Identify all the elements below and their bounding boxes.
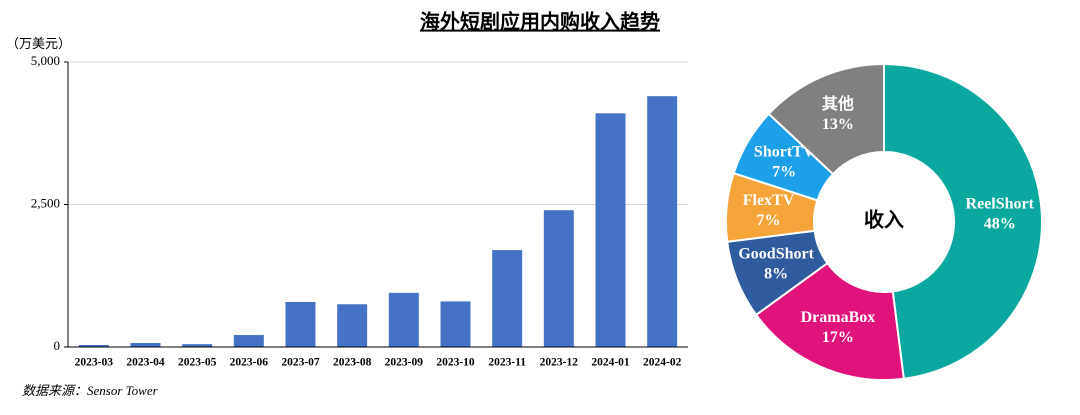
bar	[337, 304, 368, 347]
x-tick-label: 2023-09	[385, 357, 424, 369]
x-tick-label: 2023-11	[488, 357, 526, 369]
x-tick-label: 2023-10	[436, 357, 475, 369]
pie-slice	[754, 261, 905, 381]
slice-value-label: 7%	[772, 164, 796, 181]
bar	[130, 343, 161, 347]
slice-value-label: 13%	[822, 116, 854, 133]
bar	[492, 250, 523, 347]
bar	[182, 344, 213, 347]
x-tick-label: 2023-04	[126, 357, 165, 369]
x-tick-label: 2024-01	[591, 357, 630, 369]
slice-label: FlexTV	[743, 192, 795, 209]
slice-label: ReelShort	[966, 195, 1035, 212]
y-tick-label: 0	[54, 338, 61, 353]
pie-slice	[883, 62, 1043, 380]
x-tick-label: 2023-06	[230, 357, 269, 369]
slice-label: ShortTV	[754, 144, 815, 161]
x-tick-label: 2023-12	[540, 357, 579, 369]
bar	[285, 301, 316, 347]
x-tick-label: 2023-08	[333, 357, 372, 369]
slice-value-label: 17%	[822, 329, 854, 346]
slice-value-label: 7%	[757, 212, 781, 229]
y-tick-label: 2,500	[31, 195, 60, 210]
x-tick-label: 2023-05	[178, 357, 217, 369]
center-label: 收入	[864, 208, 904, 232]
bar	[647, 96, 678, 347]
bar	[78, 345, 109, 347]
chart-title: 海外短剧应用内购收入趋势	[420, 10, 660, 34]
bar	[440, 301, 471, 347]
bar	[388, 292, 419, 347]
slice-value-label: 48%	[984, 215, 1016, 232]
pie-slice	[767, 62, 885, 176]
slice-label: GoodShort	[738, 245, 814, 262]
y-tick-label: 5,000	[31, 53, 60, 68]
slice-value-label: 8%	[764, 265, 788, 282]
x-tick-label: 2023-07	[281, 357, 320, 369]
source-note: 数据来源：Sensor Tower	[22, 383, 159, 398]
y-axis-unit: （万美元）	[6, 36, 71, 51]
bar	[233, 335, 264, 347]
bar	[595, 113, 626, 347]
slice-label: 其他	[822, 94, 854, 113]
x-tick-label: 2023-03	[75, 357, 114, 369]
x-tick-label: 2024-02	[643, 357, 682, 369]
bar	[543, 210, 574, 347]
slice-label: DramaBox	[801, 309, 876, 326]
